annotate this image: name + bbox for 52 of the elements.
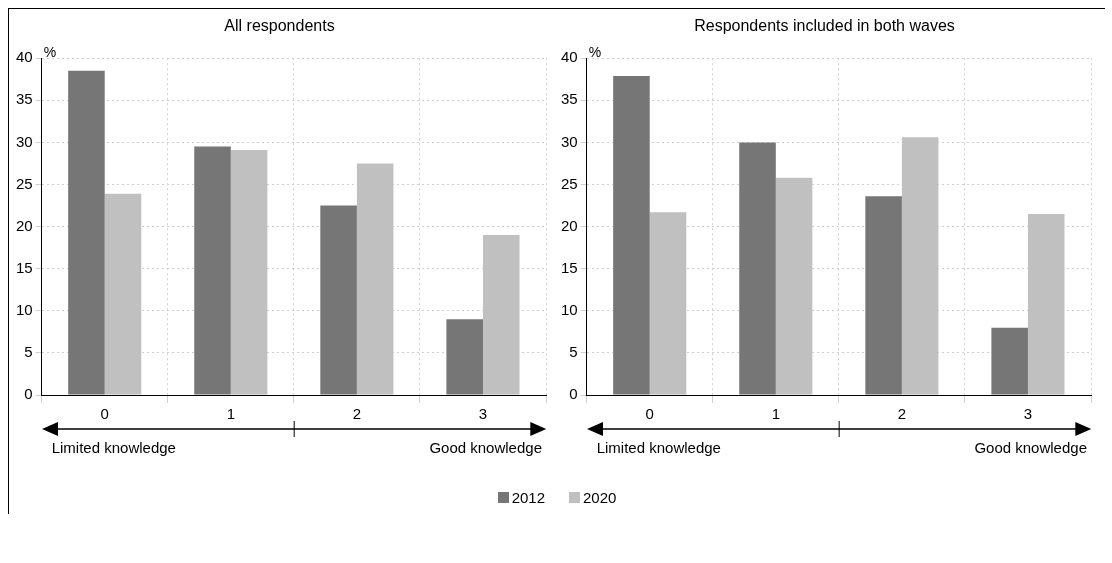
- bar: [446, 319, 483, 395]
- y-tick-label: 30: [561, 132, 578, 150]
- bar: [194, 146, 231, 395]
- y-tick-label: 10: [16, 300, 33, 318]
- bar: [482, 235, 520, 395]
- y-axis-title: %: [43, 44, 57, 61]
- text: Good knowledge: [429, 439, 542, 456]
- y-tick-label: 10: [561, 300, 578, 318]
- bar: [865, 196, 902, 395]
- chart-title: Respondents included in both waves: [694, 17, 955, 35]
- y-tick-label: 35: [561, 90, 578, 108]
- y-tick-label: 25: [561, 174, 578, 192]
- text: Limited knowledge: [51, 439, 176, 456]
- chart-title: All respondents: [224, 17, 335, 35]
- bar: [230, 149, 268, 395]
- text: Limited knowledge: [596, 439, 721, 456]
- x-tick-label: 2: [897, 405, 907, 423]
- x-tick-label: 2: [352, 405, 362, 423]
- x-tick-label: 3: [1023, 405, 1033, 423]
- x-tick-label: 1: [226, 405, 235, 423]
- bar: [775, 177, 813, 395]
- x-tick-label: 1: [771, 405, 780, 423]
- bar: [1027, 213, 1065, 395]
- legend-label: 2020: [583, 489, 617, 506]
- y-tick-label: 0: [569, 385, 578, 403]
- y-tick-label: 0: [24, 385, 33, 403]
- bar: [901, 137, 939, 395]
- y-tick-label: 40: [16, 48, 33, 66]
- bar: [613, 75, 650, 395]
- y-tick-label: 5: [24, 343, 33, 361]
- text: Good knowledge: [974, 439, 1087, 456]
- x-tick-label: 0: [100, 405, 109, 423]
- bar: [320, 205, 357, 395]
- y-tick-label: 15: [561, 258, 578, 276]
- bar: [649, 212, 687, 395]
- legend-label: 2012: [511, 489, 545, 506]
- bar: [104, 193, 142, 395]
- y-tick-label: 40: [561, 48, 578, 66]
- bar: [991, 327, 1028, 395]
- y-tick-label: 15: [16, 258, 33, 276]
- y-tick-label: 30: [16, 132, 33, 150]
- x-tick-label: 3: [478, 405, 488, 423]
- bar: [356, 163, 394, 395]
- y-tick-label: 35: [16, 90, 33, 108]
- x-tick-label: 0: [645, 405, 654, 423]
- y-tick-label: 20: [561, 216, 578, 234]
- y-axis-title: %: [588, 44, 602, 61]
- y-tick-label: 25: [16, 174, 33, 192]
- bar: [68, 70, 105, 395]
- y-tick-label: 20: [16, 216, 33, 234]
- bar: [739, 142, 776, 395]
- y-tick-label: 5: [569, 343, 578, 361]
